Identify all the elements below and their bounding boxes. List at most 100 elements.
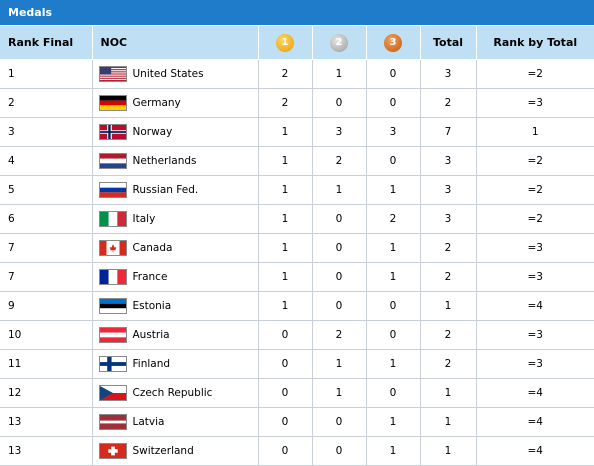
norway-flag-icon [98,124,127,140]
country-name[interactable]: Norway [132,126,173,138]
rank-final-cell: 13 [0,407,93,437]
noc-cell[interactable]: Norway [92,117,259,147]
panel-title: Medals [0,0,594,26]
col-header-rank-by-total[interactable]: Rank by Total [476,26,594,60]
table-row[interactable]: 10 Austria 0 2 0 2 =3 [0,320,594,350]
rank-final-cell: 10 [0,320,93,350]
noc-cell[interactable]: Latvia [92,407,259,437]
czech-flag-icon [98,385,127,401]
col-header-total[interactable]: Total [420,26,477,60]
country-name[interactable]: Germany [132,97,181,109]
noc-cell[interactable]: Czech Republic [92,378,259,408]
total-count-cell: 1 [420,436,477,466]
total-count-cell: 3 [420,175,477,205]
country-name[interactable]: Canada [132,242,173,254]
col-header-silver[interactable]: 2 [312,26,367,60]
table-row[interactable]: 4 Netherlands 1 2 0 3 =2 [0,146,594,176]
rank-by-total-cell: =2 [476,59,594,89]
country-name[interactable]: Netherlands [132,155,197,167]
silver-count-cell: 0 [312,407,367,437]
table-row[interactable]: 7 Canada 1 0 1 2 =3 [0,233,594,263]
table-row[interactable]: 13 Switzerland 0 0 1 1 =4 [0,436,594,466]
gold-count-cell: 0 [258,320,313,350]
table-row[interactable]: 9 Estonia 1 0 0 1 =4 [0,291,594,321]
total-count-cell: 3 [420,59,477,89]
table-header-row: Rank Final NOC 1 2 3 Total Rank by Total [0,26,594,60]
rank-by-total-cell: =2 [476,175,594,205]
russia-flag-icon [98,182,127,198]
table-row[interactable]: 5 Russian Fed. 1 1 1 3 =2 [0,175,594,205]
country-name[interactable]: Russian Fed. [132,184,199,196]
country-name[interactable]: Italy [132,213,156,225]
col-header-rank-final[interactable]: Rank Final [0,26,93,60]
col-header-noc[interactable]: NOC [92,26,259,60]
noc-cell[interactable]: Russian Fed. [92,175,259,205]
rank-final-cell: 11 [0,349,93,379]
table-row[interactable]: 6 Italy 1 0 2 3 =2 [0,204,594,234]
table-row[interactable]: 1 United States 2 1 0 3 =2 [0,59,594,89]
bronze-count-cell: 1 [366,175,421,205]
col-header-bronze[interactable]: 3 [366,26,421,60]
table-row[interactable]: 13 Latvia 0 0 1 1 =4 [0,407,594,437]
rank-final-cell: 4 [0,146,93,176]
bronze-count-cell: 1 [366,262,421,292]
noc-cell[interactable]: Austria [92,320,259,350]
noc-cell[interactable]: Italy [92,204,259,234]
rank-final-cell: 7 [0,233,93,263]
noc-cell[interactable]: Canada [92,233,259,263]
gold-count-cell: 2 [258,88,313,118]
silver-count-cell: 2 [312,320,367,350]
country-name[interactable]: Switzerland [132,445,194,457]
total-count-cell: 2 [420,349,477,379]
country-name[interactable]: Czech Republic [132,387,213,399]
italy-flag-icon [98,211,127,227]
bronze-count-cell: 1 [366,233,421,263]
country-name[interactable]: Finland [132,358,171,370]
total-count-cell: 1 [420,407,477,437]
table-row[interactable]: 7 France 1 0 1 2 =3 [0,262,594,292]
gold-count-cell: 1 [258,204,313,234]
bronze-count-cell: 0 [366,291,421,321]
country-name[interactable]: United States [132,68,204,80]
noc-cell[interactable]: Estonia [92,291,259,321]
rank-by-total-cell: =3 [476,262,594,292]
rank-final-cell: 1 [0,59,93,89]
bronze-count-cell: 2 [366,204,421,234]
bronze-count-cell: 1 [366,407,421,437]
table-row[interactable]: 11 Finland 0 1 1 2 =3 [0,349,594,379]
silver-count-cell: 3 [312,117,367,147]
noc-cell[interactable]: Switzerland [92,436,259,466]
bronze-count-cell: 0 [366,146,421,176]
country-name[interactable]: Estonia [132,300,172,312]
bronze-count-cell: 0 [366,320,421,350]
rank-by-total-cell: =3 [476,233,594,263]
table-row[interactable]: 12 Czech Republic 0 1 0 1 =4 [0,378,594,408]
estonia-flag-icon [98,298,127,314]
noc-cell[interactable]: Finland [92,349,259,379]
gold-count-cell: 1 [258,291,313,321]
country-name[interactable]: Austria [132,329,170,341]
total-count-cell: 1 [420,291,477,321]
country-name[interactable]: Latvia [132,416,165,428]
col-header-gold[interactable]: 1 [258,26,313,60]
noc-cell[interactable]: Germany [92,88,259,118]
total-count-cell: 2 [420,262,477,292]
total-count-cell: 2 [420,320,477,350]
canada-flag-icon [98,240,127,256]
noc-cell[interactable]: United States [92,59,259,89]
total-count-cell: 2 [420,88,477,118]
gold-count-cell: 0 [258,407,313,437]
table-row[interactable]: 2 Germany 2 0 0 2 =3 [0,88,594,118]
silver-count-cell: 2 [312,146,367,176]
country-name[interactable]: France [132,271,168,283]
noc-cell[interactable]: France [92,262,259,292]
gold-count-cell: 1 [258,233,313,263]
rank-final-cell: 2 [0,88,93,118]
total-count-cell: 3 [420,204,477,234]
gold-count-cell: 2 [258,59,313,89]
silver-medal-icon: 2 [330,33,348,52]
rank-by-total-cell: =4 [476,378,594,408]
noc-cell[interactable]: Netherlands [92,146,259,176]
rank-final-cell: 6 [0,204,93,234]
table-row[interactable]: 3 Norway 1 3 3 7 1 [0,117,594,147]
